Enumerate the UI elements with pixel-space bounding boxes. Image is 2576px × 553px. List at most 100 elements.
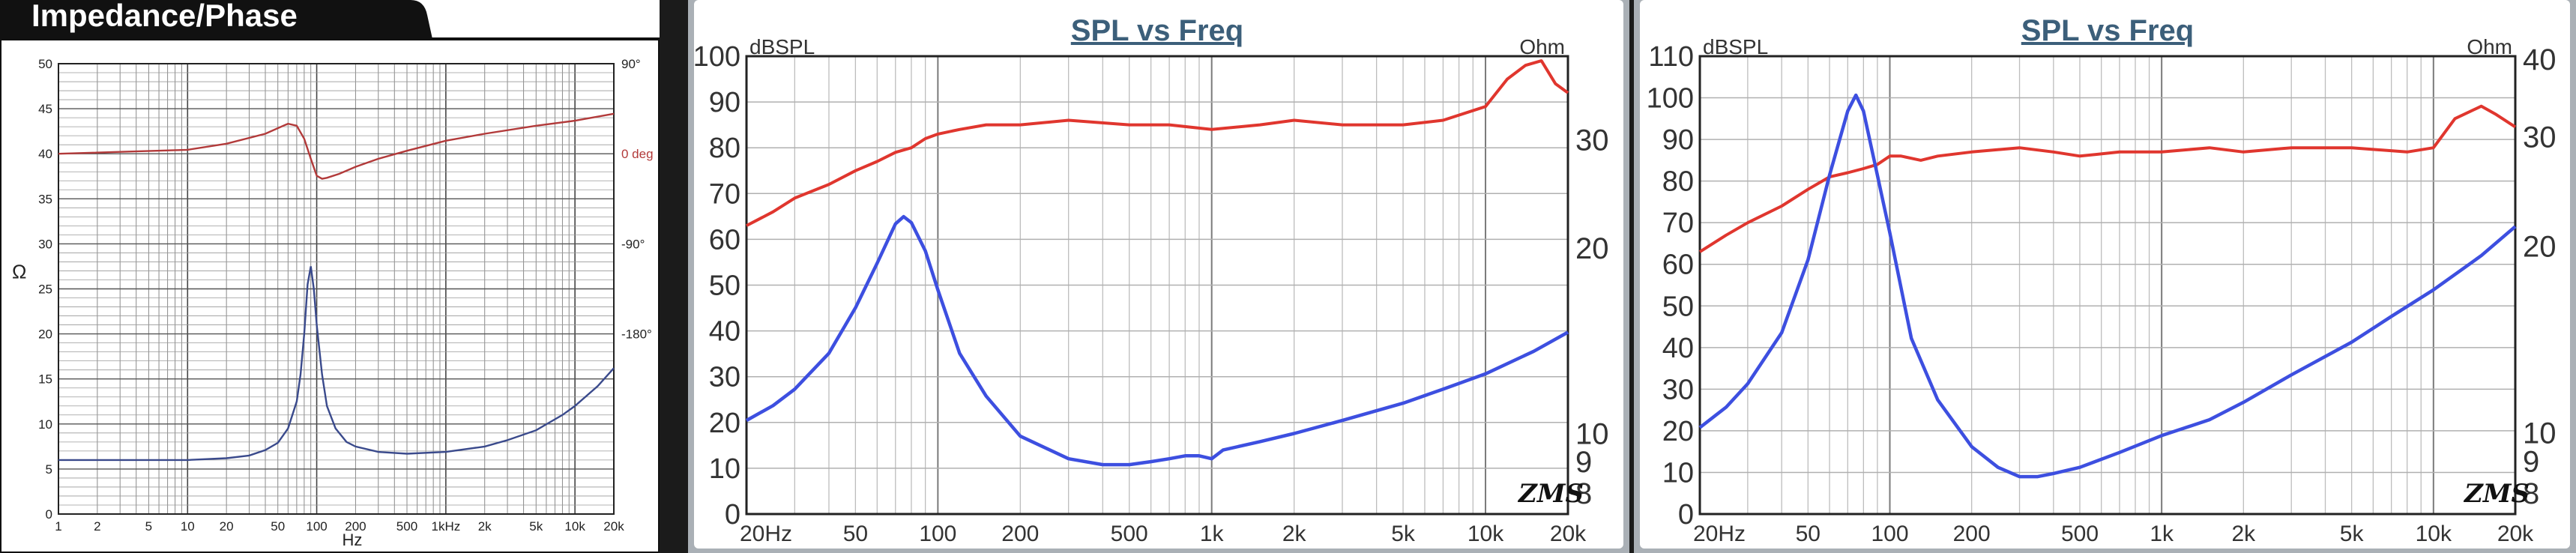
x-tick-label: 20	[220, 519, 234, 534]
x-tick-label: 5k	[1391, 522, 1416, 546]
y-tick-label: 50	[1662, 291, 1694, 322]
plot-area-border	[1698, 55, 2517, 516]
y-tick-label: 25	[38, 282, 52, 297]
x-tick-label: 20Hz	[1693, 522, 1746, 546]
y-tick-label: 50	[709, 271, 740, 302]
x-tick-label: 10k	[564, 519, 585, 534]
plot-area-border	[745, 55, 1569, 516]
y-tick-label: 45	[38, 102, 52, 116]
y2-tick-label: 10	[2523, 417, 2557, 450]
zms-logo: ZMS	[2463, 479, 2530, 509]
x-tick-label: 1k	[2150, 522, 2174, 546]
y2-tick-label: -90°	[621, 237, 645, 251]
y-tick-label: 0	[1678, 499, 1694, 531]
x-tick-label: 10	[181, 519, 195, 534]
y2-tick-label: 30	[1575, 124, 1609, 157]
x-tick-label: 50	[1796, 522, 1821, 546]
y-tick-label: 110	[1648, 41, 1694, 73]
y2-tick-label: 20	[1575, 232, 1609, 265]
x-tick-label: 5	[145, 519, 152, 534]
y2-tick-label: 8	[1575, 477, 1592, 510]
x-tick-label: 20k	[1550, 522, 1587, 546]
x-tick-label: 20Hz	[740, 522, 792, 546]
y-tick-label: 90	[709, 87, 740, 118]
x-tick-label: 2k	[478, 519, 492, 534]
y2-tick-label: 0 deg	[621, 147, 654, 161]
x-tick-label: 200	[1953, 522, 1991, 546]
spl-curve	[1698, 104, 2517, 253]
y-tick-label: 20	[709, 408, 740, 439]
x-tick-label: 200	[1001, 522, 1039, 546]
y-tick-label: 90	[1662, 124, 1694, 156]
y-tick-label: 50	[38, 57, 52, 71]
x-tick-label: 2	[94, 519, 100, 534]
y-tick-label: 10	[709, 453, 740, 485]
y2-tick-label: -180°	[621, 327, 652, 342]
y-tick-label: 20	[38, 327, 52, 342]
y2-tick-label: 9	[2523, 446, 2539, 479]
y2-tick-label: 10	[1575, 418, 1609, 451]
x-tick-label: 100	[919, 522, 956, 546]
y-tick-label: 100	[1647, 83, 1694, 115]
y-tick-label: 40	[709, 316, 740, 348]
x-tick-label: 500	[396, 519, 417, 534]
y-tick-label: 30	[38, 237, 52, 251]
y-tick-label: 60	[709, 224, 740, 256]
y-tick-label: 10	[38, 417, 52, 432]
x-tick-label: 10k	[2416, 522, 2452, 546]
x-tick-label: 2k	[1282, 522, 1307, 546]
impedance-curve	[1698, 93, 2517, 479]
x-tick-label: 20k	[603, 519, 624, 534]
panel-frame	[0, 37, 660, 553]
y-tick-label: 80	[1662, 166, 1694, 198]
y2-axis-label: Ohm	[2467, 35, 2512, 58]
x-tick-label: 200	[345, 519, 366, 534]
y-tick-label: 15	[38, 372, 52, 387]
spl-curve	[746, 59, 1569, 227]
x-tick-label: 500	[2061, 522, 2099, 546]
y2-axis-label: Ohm	[1519, 35, 1565, 58]
x-tick-label: 5k	[529, 519, 543, 534]
chart-card	[1640, 0, 2570, 549]
x-tick-label: 50	[271, 519, 285, 534]
y-tick-label: 0	[725, 499, 740, 531]
y-tick-label: 70	[709, 178, 740, 210]
x-tick-label: 1kHz	[431, 519, 460, 534]
impedance-phase-panel: Impedance/Phase 1 2 5 10 20 50 100 200 500 1kHz 2k 5…	[0, 0, 660, 553]
y-tick-label: 40	[38, 147, 52, 161]
x-tick-label: 50	[843, 522, 868, 546]
y-tick-label: 40	[1662, 333, 1694, 364]
y-tick-label: 30	[1662, 374, 1694, 405]
y-tick-label: 20	[1662, 416, 1694, 447]
spl-freq-panel-2: SPL vs Freq dBSPL Ohm 20Hz 50 100 200 500 1k 2k 5k…	[1634, 0, 2576, 553]
y2-tick-label: 20	[2523, 230, 2557, 263]
x-tick-label: 100	[306, 519, 327, 534]
zms-logo: ZMS	[1517, 479, 1584, 509]
y2-tick-label: 8	[2523, 477, 2539, 510]
y-tick-label: 80	[709, 133, 740, 164]
y-tick-label: 10	[1662, 457, 1694, 489]
x-tick-label: 500	[1111, 522, 1148, 546]
x-tick-label: 5k	[2340, 522, 2365, 546]
x-tick-label: 2k	[2231, 522, 2256, 546]
y2-tick-label: 9	[1575, 446, 1592, 479]
y2-tick-label: 30	[2523, 121, 2557, 154]
impedance-curve	[745, 214, 1569, 467]
chart-title: SPL vs Freq	[1071, 14, 1243, 47]
y-tick-label: 100	[693, 41, 740, 73]
y-tick-label: 0	[46, 507, 52, 522]
chart-title: SPL vs Freq	[2021, 14, 2194, 47]
panel-gutter	[660, 0, 688, 553]
y-tick-label: 60	[1662, 250, 1694, 281]
y-axis-label: dBSPL	[749, 35, 815, 58]
chart-card	[694, 0, 1623, 549]
x-tick-label: 100	[1871, 522, 1908, 546]
title-tab	[0, 0, 432, 39]
phase-curve	[58, 112, 615, 180]
x-tick-label: 10k	[1468, 522, 1504, 546]
plot-area-border	[58, 63, 615, 515]
spl-freq-panel-1: SPL vs Freq dBSPL Ohm 20Hz 50 100 200 500 1k 2k 5k…	[688, 0, 1629, 553]
y-tick-label: 70	[1662, 208, 1694, 239]
